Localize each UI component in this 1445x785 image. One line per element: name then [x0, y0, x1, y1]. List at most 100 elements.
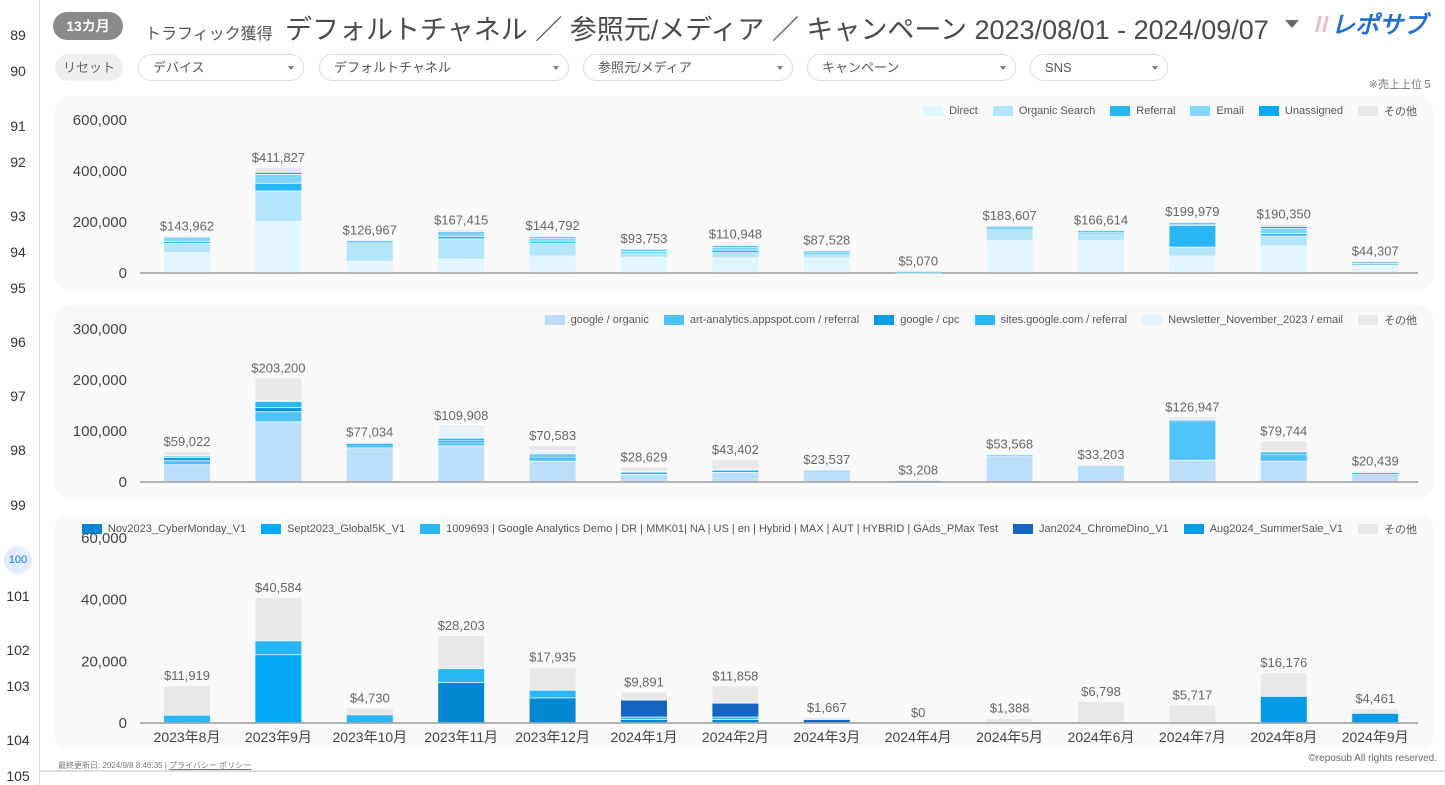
- default-channel-filter-dropdown[interactable]: デフォルトチャネル: [319, 54, 569, 81]
- bar-segment[interactable]: [164, 243, 210, 253]
- row-number[interactable]: 93: [10, 208, 26, 224]
- bar-segment[interactable]: [529, 456, 576, 458]
- bar-segment[interactable]: [1169, 225, 1216, 247]
- bar-segment[interactable]: [1352, 262, 1399, 263]
- bar-segment[interactable]: [1169, 256, 1216, 273]
- row-number[interactable]: 92: [10, 154, 26, 170]
- bar-segment[interactable]: [1352, 713, 1399, 723]
- bar-segment[interactable]: [621, 250, 667, 252]
- bar-segment[interactable]: [255, 167, 302, 172]
- bar-segment[interactable]: [1352, 261, 1399, 263]
- bar-segment[interactable]: [986, 226, 1033, 227]
- bar-segment[interactable]: [1078, 465, 1124, 466]
- legend-item[interactable]: その他: [1358, 521, 1417, 537]
- row-number[interactable]: 99: [10, 497, 26, 513]
- bar-segment[interactable]: [438, 230, 485, 232]
- bar-segment[interactable]: [621, 467, 667, 471]
- legend-item[interactable]: sites.google.com / referral: [974, 312, 1127, 328]
- bar-segment[interactable]: [164, 241, 210, 244]
- bar-segment[interactable]: [438, 236, 485, 239]
- bar-segment[interactable]: [255, 222, 302, 273]
- bar-segment[interactable]: [1169, 422, 1216, 460]
- bar-segment[interactable]: [1260, 461, 1307, 482]
- bar-segment[interactable]: [1260, 451, 1307, 452]
- bar-segment[interactable]: [712, 258, 759, 273]
- bar-segment[interactable]: [1260, 228, 1307, 234]
- bar-segment[interactable]: [621, 252, 667, 253]
- bar-segment[interactable]: [438, 438, 485, 441]
- bar-segment[interactable]: [712, 719, 759, 723]
- bar-segment[interactable]: [164, 236, 210, 238]
- legend-item[interactable]: Jan2024_ChromeDino_V1: [1013, 521, 1169, 537]
- bar-segment[interactable]: [164, 458, 210, 461]
- bar-segment[interactable]: [346, 443, 393, 445]
- bar-segment[interactable]: [1260, 246, 1307, 273]
- device-filter-dropdown[interactable]: デバイス: [138, 54, 304, 81]
- bar-segment[interactable]: [164, 715, 210, 723]
- legend-item[interactable]: Aug2024_SummerSale_V1: [1183, 521, 1343, 537]
- row-number[interactable]: 97: [10, 388, 26, 404]
- bar-segment[interactable]: [1078, 467, 1124, 482]
- campaign-filter-dropdown[interactable]: キャンペーン: [807, 54, 1016, 81]
- sns-filter-dropdown[interactable]: SNS: [1030, 54, 1168, 81]
- bar-segment[interactable]: [1260, 441, 1307, 451]
- bar-segment[interactable]: [164, 253, 210, 273]
- bar-segment[interactable]: [1078, 241, 1124, 273]
- bar-segment[interactable]: [1260, 451, 1307, 453]
- period-badge[interactable]: 13カ月: [53, 12, 123, 40]
- bar-segment[interactable]: [255, 401, 302, 408]
- bar-segment[interactable]: [346, 715, 393, 723]
- bar-segment[interactable]: [255, 191, 302, 222]
- bar-segment[interactable]: [803, 251, 850, 253]
- bar-segment[interactable]: [1352, 265, 1399, 273]
- bar-segment[interactable]: [803, 252, 850, 254]
- bar-segment[interactable]: [712, 703, 759, 717]
- bar-segment[interactable]: [803, 717, 850, 720]
- bar-segment[interactable]: [164, 451, 210, 456]
- bar-segment[interactable]: [529, 241, 576, 243]
- bar-segment[interactable]: [1352, 474, 1399, 476]
- bar-segment[interactable]: [895, 272, 942, 274]
- bar-segment[interactable]: [712, 471, 759, 473]
- bar-segment[interactable]: [346, 242, 393, 243]
- bar-segment[interactable]: [621, 472, 667, 474]
- row-number[interactable]: 90: [10, 63, 26, 79]
- bar-segment[interactable]: [712, 472, 759, 482]
- bar-segment[interactable]: [438, 441, 485, 443]
- bar-segment[interactable]: [621, 249, 667, 251]
- bar-segment[interactable]: [255, 172, 302, 175]
- bar-segment[interactable]: [164, 237, 210, 239]
- legend-item[interactable]: Organic Search: [992, 103, 1095, 119]
- bar-segment[interactable]: [1352, 262, 1399, 264]
- bar-segment[interactable]: [255, 183, 302, 191]
- bar-segment[interactable]: [346, 708, 393, 715]
- row-number[interactable]: 91: [10, 118, 26, 134]
- bar-segment[interactable]: [1078, 466, 1124, 467]
- bar-segment[interactable]: [986, 227, 1033, 229]
- bar-segment[interactable]: [986, 718, 1033, 723]
- bar-segment[interactable]: [621, 717, 667, 720]
- bar-segment[interactable]: [346, 243, 393, 245]
- bar-segment[interactable]: [438, 669, 485, 683]
- bar-segment[interactable]: [986, 456, 1033, 482]
- bar-segment[interactable]: [346, 444, 393, 445]
- row-number[interactable]: 100: [4, 546, 32, 574]
- bar-segment[interactable]: [529, 454, 576, 456]
- bar-segment[interactable]: [621, 249, 667, 250]
- bar-segment[interactable]: [164, 465, 210, 482]
- source-medium-filter-dropdown[interactable]: 参照元/メディア: [583, 54, 793, 81]
- row-number[interactable]: 98: [10, 442, 26, 458]
- bar-segment[interactable]: [712, 244, 759, 246]
- bar-segment[interactable]: [712, 459, 759, 469]
- legend-item[interactable]: Sept2023_Global5K_V1: [261, 521, 405, 537]
- bar-segment[interactable]: [986, 226, 1033, 228]
- legend-item[interactable]: Unassigned: [1258, 103, 1343, 119]
- bar-segment[interactable]: [621, 700, 667, 717]
- bar-segment[interactable]: [1260, 454, 1307, 461]
- bar-segment[interactable]: [346, 442, 393, 444]
- bar-segment[interactable]: [1078, 231, 1124, 232]
- bar-segment[interactable]: [164, 238, 210, 242]
- bar-segment[interactable]: [438, 636, 485, 669]
- bar-segment[interactable]: [1078, 232, 1124, 234]
- bar-segment[interactable]: [1169, 420, 1216, 421]
